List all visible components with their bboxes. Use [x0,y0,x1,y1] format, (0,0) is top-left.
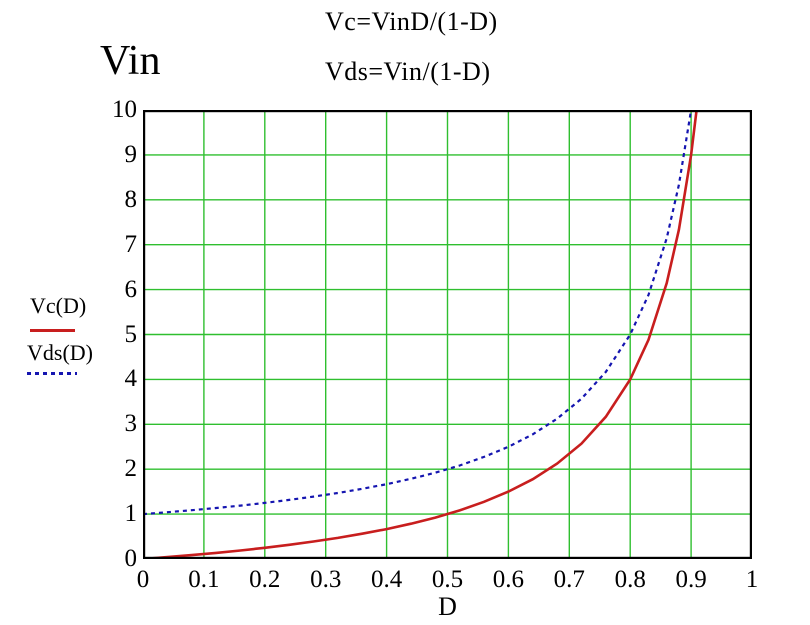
legend-line-sample-solid [30,329,75,332]
y-tick-label: 10 [112,96,137,123]
x-tick-label: 1 [745,566,759,593]
y-tick-label: 8 [124,185,138,213]
legend-line-sample-dashed [27,372,77,375]
x-axis-label: D [438,592,457,621]
legend-label-vc: Vc(D) [30,293,87,318]
x-tick-label: 0.5 [431,566,464,593]
x-tick-label: 0.8 [614,566,646,593]
y-tick-label: 9 [124,140,138,168]
y-tick-label: 7 [124,230,138,258]
formula-vc: Vc=VinD/(1-D) [325,7,498,36]
x-tick-label: 0.4 [370,566,403,593]
x-tick-label: 0.9 [675,566,707,593]
curve-vcd [143,110,698,559]
y-tick-label: 4 [124,365,138,393]
legend-label-vds: Vds(D) [27,340,93,365]
x-tick-label: 0 [136,566,150,593]
y-tick-label: 5 [124,320,138,348]
x-tick-label: 0.2 [249,566,281,593]
plot-area [143,110,752,559]
y-axis-title: Vin [100,38,161,84]
y-tick-label: 2 [124,455,138,483]
y-tick-label: 0 [124,545,138,572]
y-tick-label: 1 [124,500,138,528]
y-tick-label: 6 [124,275,138,303]
formula-vds: Vds=Vin/(1-D) [325,57,491,86]
y-tick-label: 3 [124,410,138,438]
x-tick-label: 0.6 [492,566,525,593]
x-tick-label: 0.1 [188,566,220,593]
x-tick-label: 0.3 [310,566,342,593]
x-tick-label: 0.7 [553,566,585,593]
curve-vdsd [143,110,693,516]
plot-border [143,110,752,559]
